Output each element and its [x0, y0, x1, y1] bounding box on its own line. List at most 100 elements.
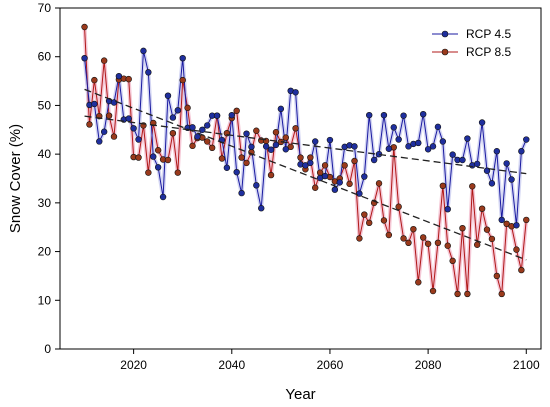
data-point-rcp45 [331, 186, 339, 193]
y-tick-label: 70 [38, 1, 52, 15]
y-tick-label: 40 [38, 147, 52, 161]
x-tick-label: 2080 [415, 358, 442, 372]
data-point-rcp45 [366, 111, 373, 119]
data-point-rcp85 [434, 239, 442, 247]
data-point-rcp85 [91, 76, 98, 84]
x-tick-label: 2100 [513, 358, 540, 372]
data-point-rcp45 [248, 143, 255, 151]
data-point-rcp45 [385, 145, 393, 152]
data-point-rcp85 [473, 241, 481, 248]
data-point-rcp85 [449, 257, 456, 265]
data-point-rcp45 [444, 205, 451, 213]
data-point-rcp45 [243, 130, 250, 137]
data-point-rcp45 [204, 122, 211, 129]
data-point-rcp85 [351, 157, 358, 165]
data-point-rcp45 [488, 180, 496, 187]
data-point-rcp85 [218, 155, 226, 162]
data-point-rcp45 [400, 112, 407, 119]
data-point-rcp45 [150, 153, 157, 160]
data-point-rcp45 [498, 216, 505, 224]
data-point-rcp45 [262, 143, 270, 150]
data-point-rcp85 [312, 184, 319, 191]
data-point-rcp45 [81, 54, 88, 62]
data-point-rcp85 [243, 159, 250, 167]
data-point-rcp45 [513, 222, 520, 229]
data-point-rcp45 [179, 54, 186, 62]
data-point-rcp85 [145, 169, 152, 176]
data-point-rcp45 [96, 138, 103, 145]
data-point-rcp85 [464, 290, 471, 298]
data-point-rcp85 [400, 235, 407, 242]
data-point-rcp85 [179, 76, 186, 84]
data-point-rcp45 [429, 143, 437, 150]
data-point-rcp45 [145, 69, 152, 76]
data-point-rcp45 [336, 179, 343, 186]
data-point-rcp45 [493, 148, 501, 155]
data-point-rcp45 [321, 172, 329, 180]
data-point-rcp45 [110, 99, 118, 106]
data-point-rcp85 [410, 225, 417, 233]
data-point-rcp45 [464, 135, 471, 142]
data-point-rcp85 [375, 180, 383, 187]
data-point-rcp45 [307, 159, 314, 167]
data-point-rcp85 [424, 240, 432, 247]
data-point-rcp85 [81, 23, 88, 31]
data-point-rcp85 [105, 112, 113, 119]
data-point-rcp45 [503, 160, 510, 167]
data-point-rcp85 [366, 219, 373, 227]
data-point-rcp85 [272, 129, 280, 136]
data-point-rcp45 [277, 105, 285, 113]
data-point-rcp45 [233, 168, 240, 176]
data-point-rcp85 [233, 107, 240, 114]
data-point-rcp45 [115, 72, 123, 80]
data-point-rcp45 [159, 193, 167, 201]
y-tick-label: 30 [38, 196, 52, 210]
data-point-rcp45 [282, 146, 289, 153]
data-point-rcp85 [341, 162, 348, 169]
data-point-rcp85 [483, 226, 491, 233]
data-point-rcp85 [184, 104, 191, 112]
data-point-rcp85 [361, 211, 368, 218]
data-point-rcp45 [424, 146, 432, 153]
data-point-rcp85 [125, 75, 132, 83]
x-tick-label: 2020 [120, 358, 147, 372]
data-point-rcp85 [169, 130, 177, 137]
data-point-rcp85 [380, 217, 388, 224]
data-point-rcp85 [429, 287, 437, 295]
data-point-rcp45 [449, 151, 456, 158]
data-point-rcp45 [478, 119, 486, 126]
data-point-rcp45 [351, 143, 358, 150]
data-point-rcp85 [100, 57, 108, 64]
data-point-rcp45 [439, 138, 447, 145]
data-point-rcp85 [307, 154, 314, 161]
data-point-rcp85 [204, 138, 211, 145]
data-point-rcp85 [478, 205, 486, 212]
data-point-rcp45 [169, 114, 177, 121]
data-point-rcp85 [189, 142, 196, 150]
data-point-rcp85 [513, 246, 520, 253]
data-point-rcp85 [385, 231, 393, 239]
data-point-rcp85 [208, 144, 216, 152]
data-point-rcp85 [135, 154, 142, 161]
data-point-rcp45 [312, 138, 319, 145]
legend-label-rcp45: RCP 4.5 [466, 27, 511, 41]
data-point-rcp85 [420, 234, 427, 241]
legend-swatch-marker [441, 30, 449, 38]
legend-swatch-marker [441, 48, 449, 56]
y-tick-label: 60 [38, 50, 52, 64]
data-point-rcp85 [321, 162, 329, 169]
data-point-rcp85 [405, 239, 412, 247]
data-point-rcp45 [420, 110, 427, 118]
data-point-rcp45 [395, 136, 402, 143]
legend-label-rcp85: RCP 8.5 [466, 45, 511, 59]
data-point-rcp45 [326, 136, 334, 144]
data-point-rcp45 [174, 107, 182, 114]
data-point-rcp45 [272, 141, 280, 149]
data-point-rcp85 [523, 216, 530, 224]
data-point-rcp45 [140, 47, 147, 55]
x-tick-label: 2040 [218, 358, 245, 372]
data-point-rcp45 [267, 146, 275, 153]
data-point-rcp85 [297, 154, 304, 161]
data-point-rcp85 [282, 134, 289, 141]
